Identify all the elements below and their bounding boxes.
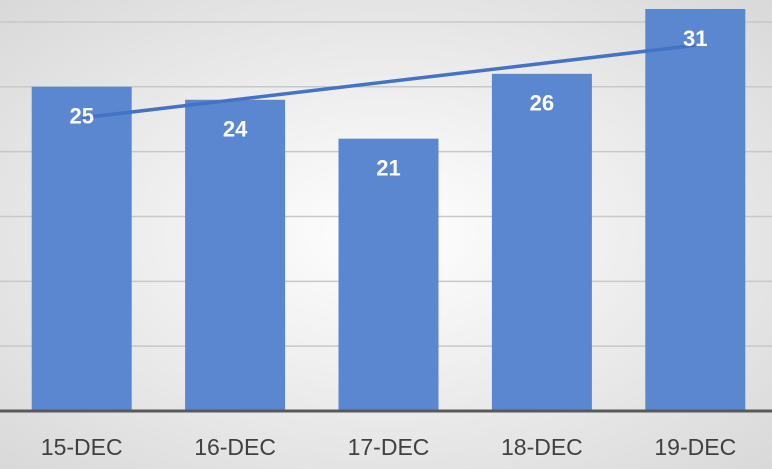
data-label: 24	[223, 117, 248, 142]
x-tick-label: 15-DEC	[41, 434, 123, 460]
bar	[491, 73, 592, 412]
x-tick-label: 17-DEC	[348, 434, 430, 460]
data-label: 26	[530, 91, 554, 116]
x-tick-label: 16-DEC	[194, 434, 276, 460]
data-label: 21	[376, 155, 400, 180]
x-tick-label: 19-DEC	[654, 434, 736, 460]
bar	[31, 86, 132, 412]
x-tick-label: 18-DEC	[501, 434, 583, 460]
bar	[185, 99, 286, 411]
bar	[645, 8, 746, 411]
bar	[338, 138, 439, 411]
data-label: 25	[69, 104, 93, 129]
trendline	[81, 43, 696, 120]
data-label: 31	[683, 26, 707, 51]
